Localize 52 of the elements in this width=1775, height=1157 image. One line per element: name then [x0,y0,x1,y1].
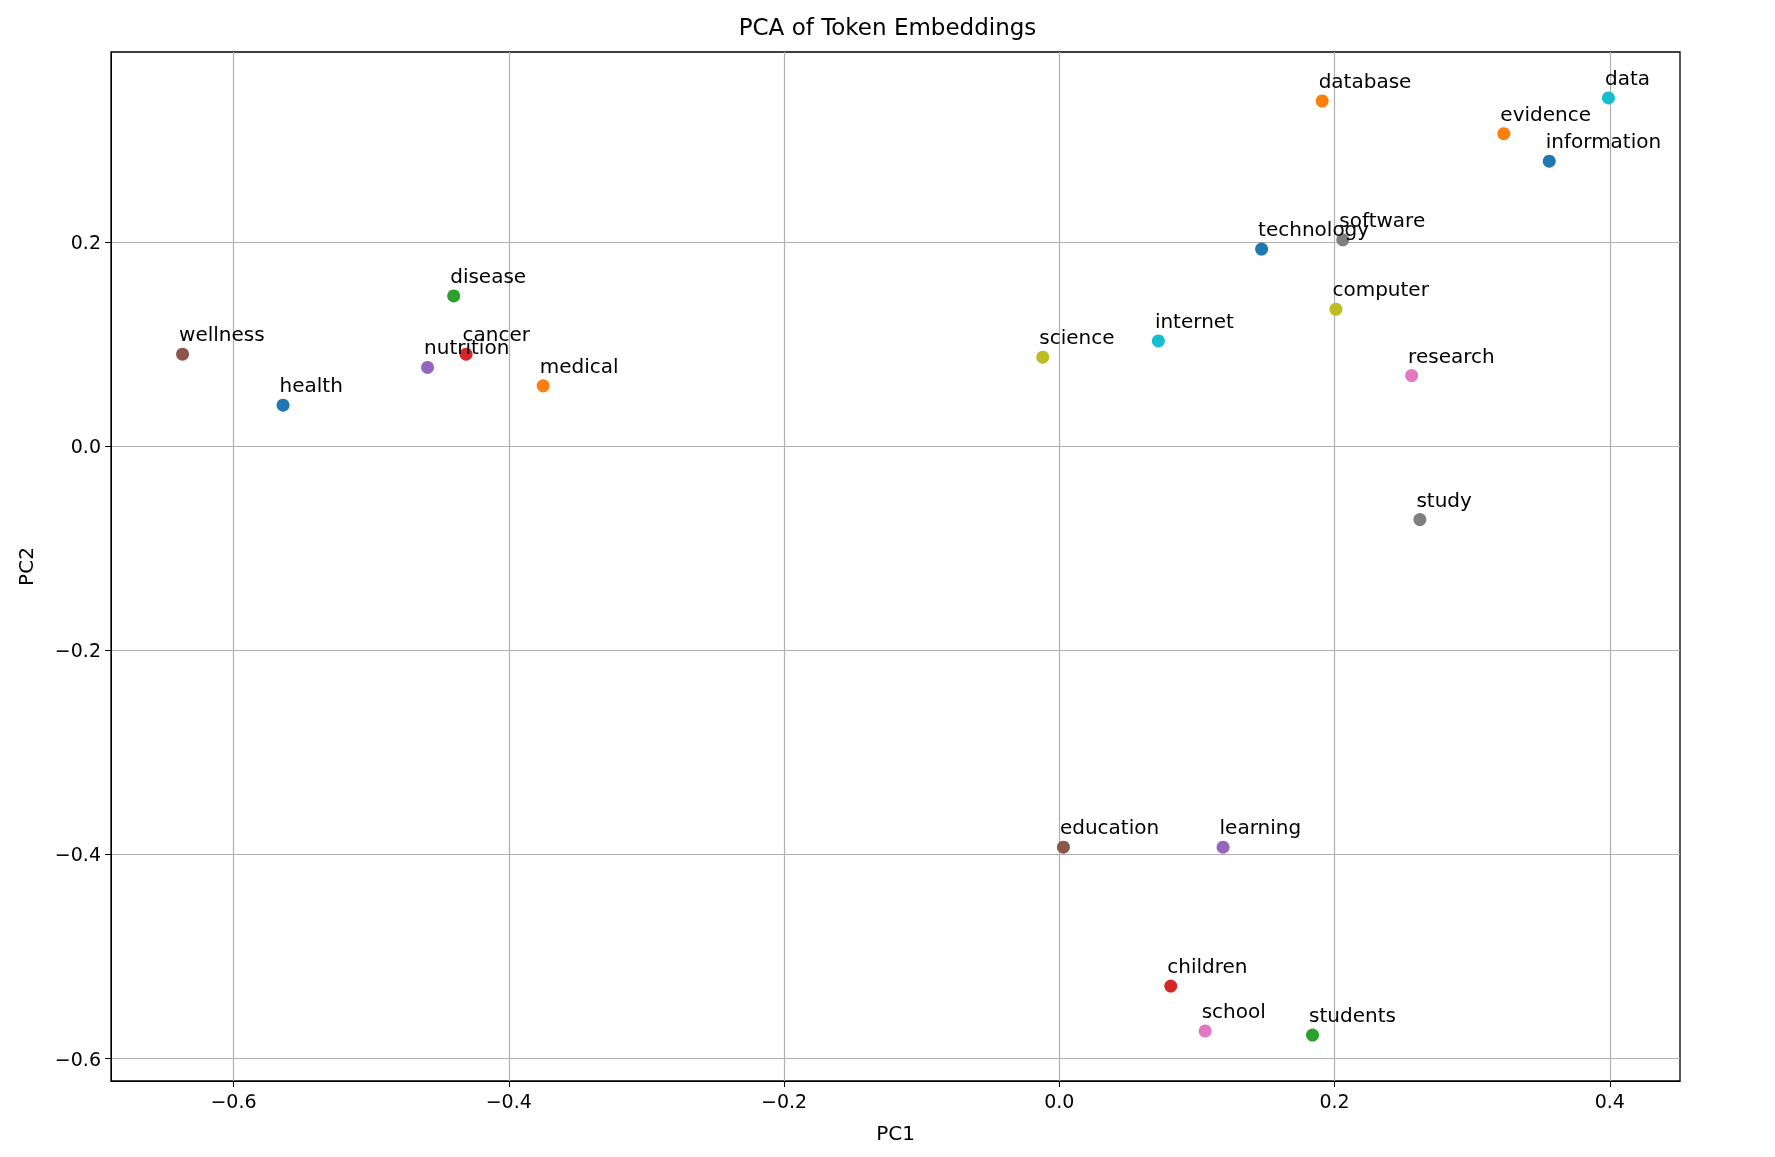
point [1542,154,1556,168]
chart-title: PCA of Token Embeddings [738,13,1037,40]
series-label: information [1545,129,1662,154]
point [1255,242,1269,256]
point [1151,334,1165,348]
point [421,360,435,374]
y-tick-label: −0.4 [54,843,101,866]
point [1315,94,1329,108]
point [1036,350,1050,364]
series-label: students [1309,1003,1396,1028]
series-label: disease [450,263,527,288]
series-label: evidence [1500,101,1592,126]
point [1405,369,1419,383]
series-label: data [1604,65,1650,90]
x-tick-label: 0.2 [1319,1089,1350,1112]
point [276,398,290,412]
series-label: science [1039,325,1115,350]
point [1216,840,1230,854]
x-tick-label: 0.0 [1044,1089,1075,1112]
point [1601,91,1615,105]
x-tick-label: −0.6 [210,1089,257,1112]
y-tick-label: −0.6 [54,1047,101,1070]
point [1413,513,1427,527]
point [176,347,190,361]
series-label: health [279,373,343,398]
y-tick-label: 0.0 [70,435,101,458]
series-label: children [1167,954,1248,979]
y-axis-title: PC2 [14,547,38,586]
series-label: database [1318,69,1412,93]
point [1198,1024,1212,1038]
series-label: internet [1154,308,1235,333]
x-tick-label: −0.2 [760,1089,808,1112]
y-tick-label: 0.2 [70,230,101,253]
point [447,289,461,303]
x-tick-label: −0.4 [485,1089,532,1112]
y-tick-label: −0.2 [54,639,101,662]
series-label: wellness [179,322,265,347]
point [1329,302,1343,316]
point [536,379,550,393]
series-label: study [1416,487,1473,512]
point [1164,979,1178,993]
series-label: learning [1219,815,1302,840]
series-label: education [1059,815,1160,840]
point [1497,127,1511,141]
series-label: computer [1332,277,1430,302]
point [1056,840,1070,854]
point [1306,1028,1320,1042]
series-label: medical [539,353,619,378]
x-tick-label: 0.4 [1594,1089,1625,1112]
x-axis-title: PC1 [876,1121,915,1145]
series-label: school [1201,998,1266,1023]
series-label: research [1408,343,1495,368]
